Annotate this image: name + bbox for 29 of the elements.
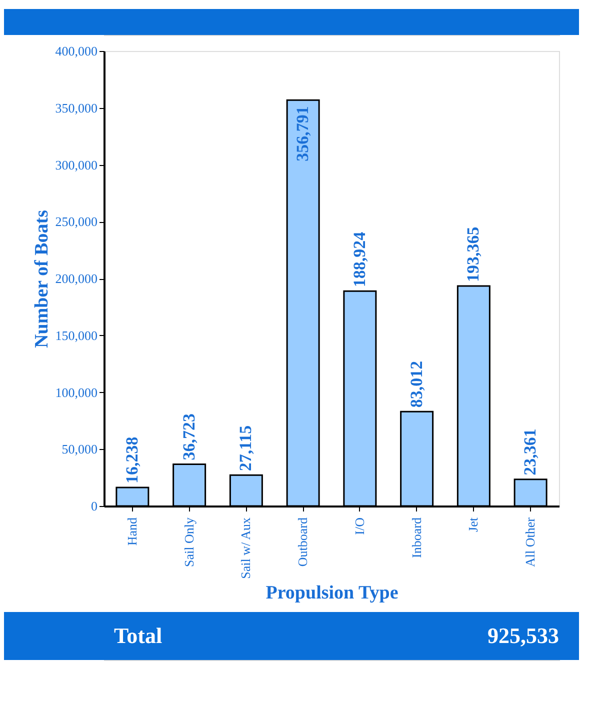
data-label: 23,361 bbox=[520, 428, 540, 476]
x-tick-label: Sail Only bbox=[181, 517, 196, 567]
y-axis-title: Number of Boats bbox=[31, 210, 52, 348]
x-tick-label: Inboard bbox=[408, 517, 424, 558]
y-tick-label: 200,000 bbox=[55, 271, 98, 286]
x-tick-label: Hand bbox=[124, 517, 140, 546]
y-tick-label: 400,000 bbox=[55, 44, 98, 58]
y-tick-label: 100,000 bbox=[55, 384, 98, 400]
data-label: 16,238 bbox=[122, 436, 142, 484]
y-tick-label: 150,000 bbox=[55, 328, 98, 343]
y-tick-label: 350,000 bbox=[55, 100, 98, 116]
x-tick-label: Sail w/ Aux bbox=[238, 517, 254, 579]
y-tick-label: 250,000 bbox=[55, 214, 98, 230]
y-tick-label: 300,000 bbox=[55, 157, 98, 172]
data-label: 83,012 bbox=[406, 360, 426, 408]
data-label: 356,791 bbox=[293, 106, 312, 162]
x-tick-label: Jet bbox=[466, 517, 481, 532]
data-label: 27,115 bbox=[236, 425, 256, 472]
data-label: 188,924 bbox=[350, 231, 369, 288]
x-tick-label: All Other bbox=[522, 516, 538, 567]
text: 925,533 bbox=[488, 623, 559, 648]
data-label: 36,723 bbox=[179, 413, 198, 460]
x-axis-title: Propulsion Type bbox=[266, 582, 398, 604]
y-tick-label: 50,000 bbox=[62, 442, 98, 457]
x-tick-label: I/O bbox=[352, 518, 367, 535]
y-tick-label: 0 bbox=[91, 498, 98, 514]
x-tick-label: Outboard bbox=[295, 517, 310, 567]
data-label: 193,365 bbox=[464, 226, 483, 282]
text: Total bbox=[114, 623, 162, 648]
